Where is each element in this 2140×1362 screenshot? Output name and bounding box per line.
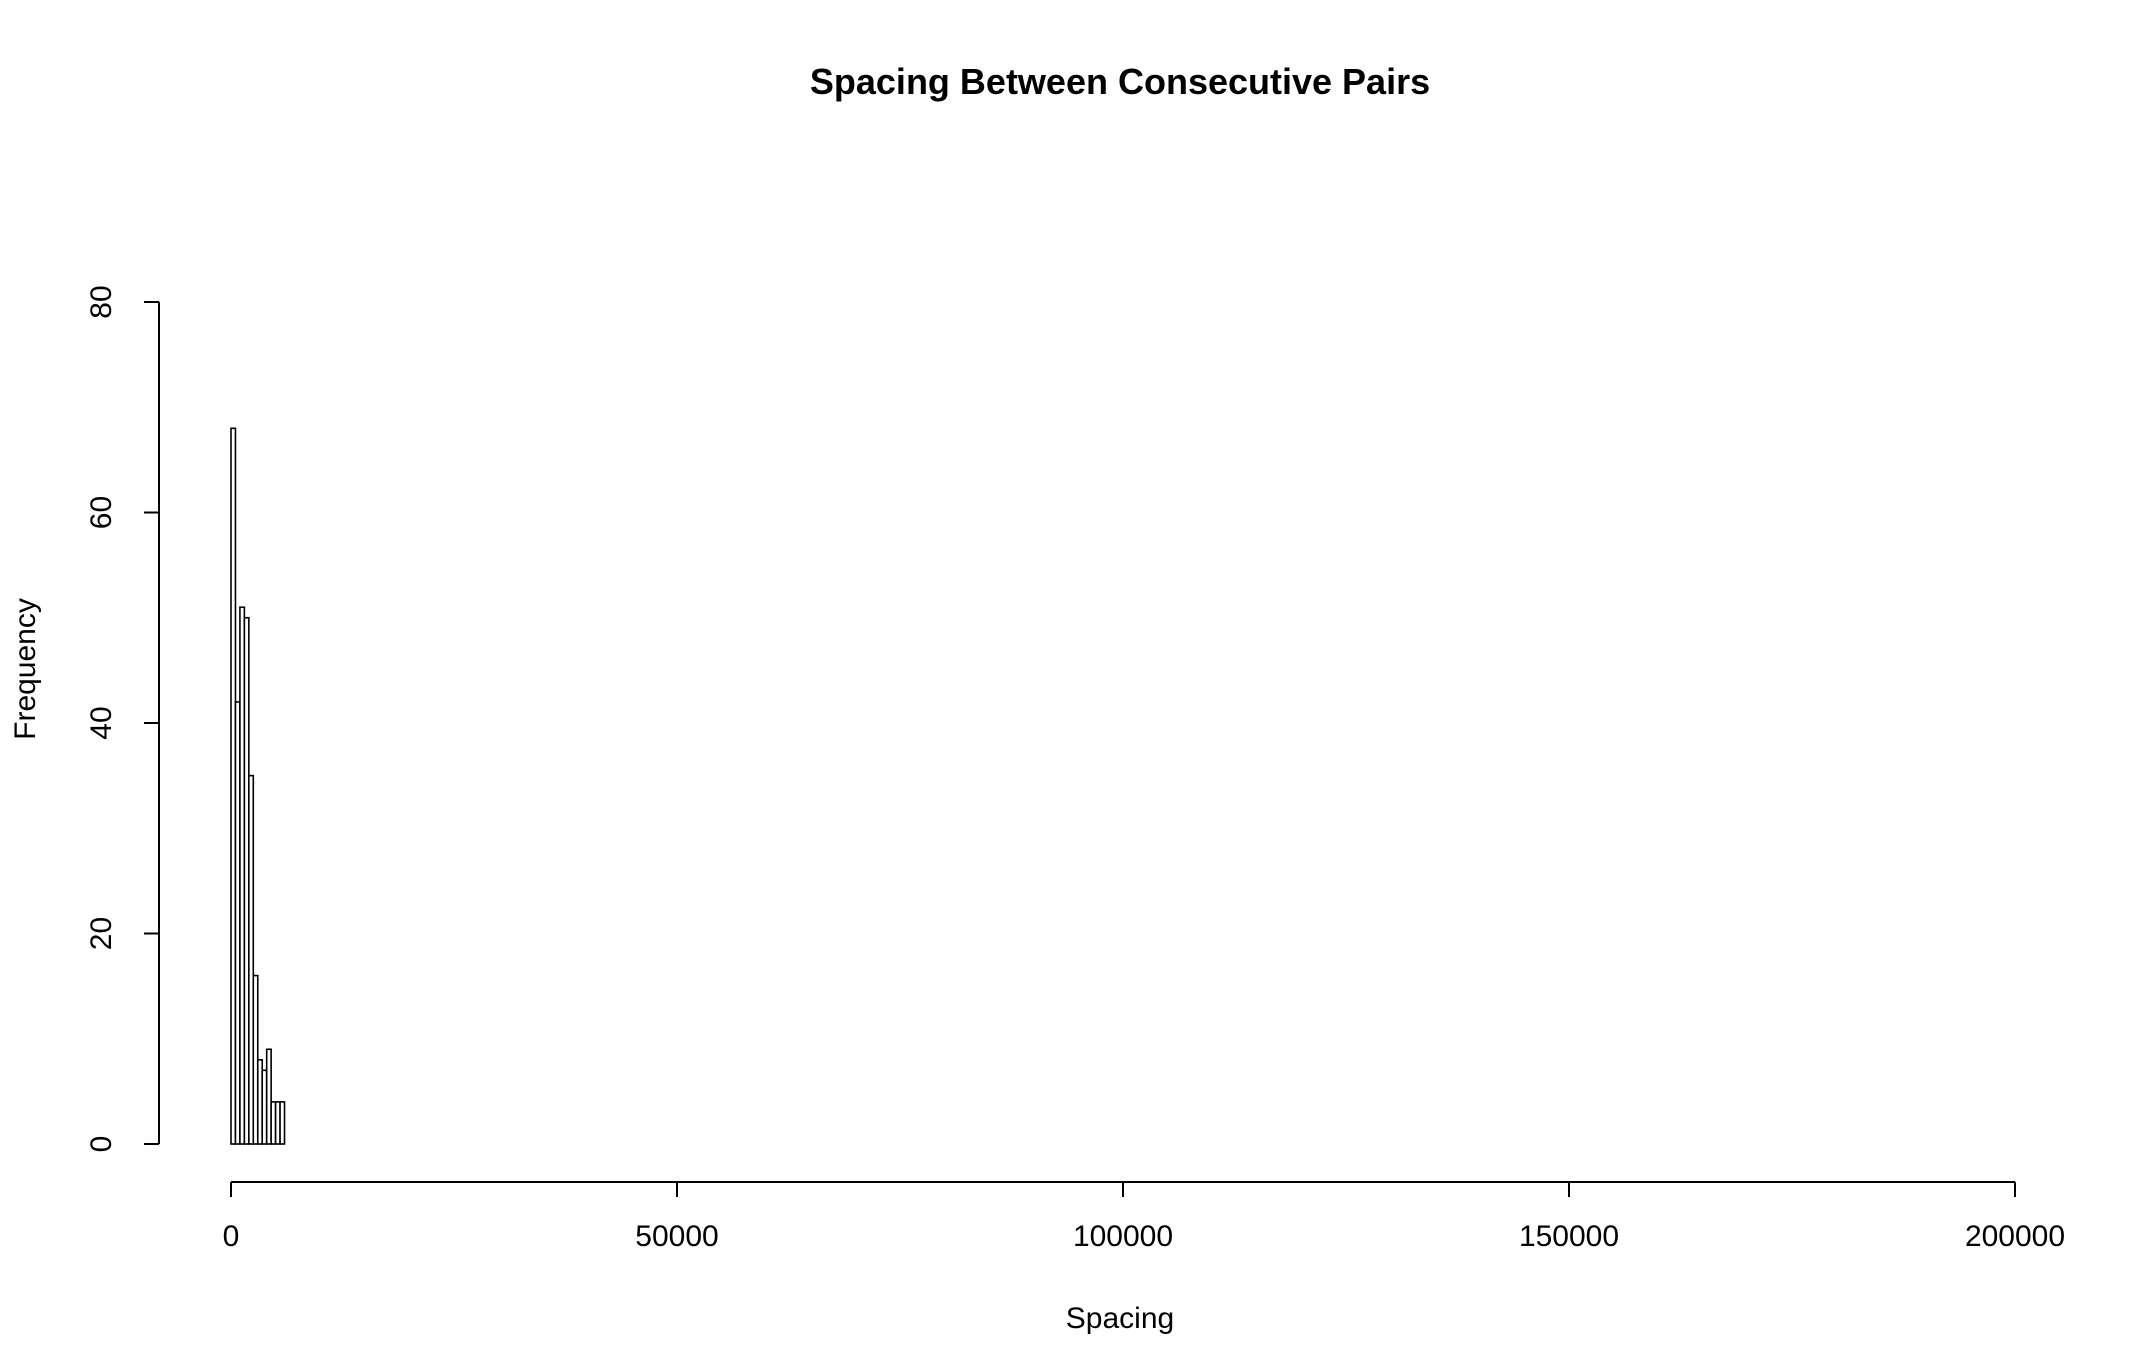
y-tick-label: 80	[85, 285, 118, 318]
y-axis: 0 20 40 60 80	[85, 285, 160, 1153]
x-tick-label: 0	[223, 1220, 240, 1253]
histogram-bar	[265, 1048, 272, 1145]
histogram-bar	[279, 1101, 286, 1145]
histogram-bars	[230, 427, 286, 1145]
histogram-bar	[248, 774, 255, 1145]
chart-title: Spacing Between Consecutive Pairs	[810, 61, 1430, 102]
x-tick-label: 50000	[635, 1220, 718, 1253]
x-axis: 0 50000 100000 150000 200000	[223, 1181, 2065, 1253]
y-axis-label: Frequency	[9, 598, 42, 740]
x-tick-label: 150000	[1519, 1220, 1619, 1253]
y-tick-label: 0	[85, 1136, 118, 1153]
y-tick-label: 20	[85, 917, 118, 950]
y-tick-label: 40	[85, 706, 118, 739]
x-tick-label: 200000	[1965, 1220, 2065, 1253]
x-tick-label: 100000	[1073, 1220, 1173, 1253]
x-axis-label: Spacing	[1066, 1302, 1174, 1335]
y-tick-label: 60	[85, 496, 118, 529]
